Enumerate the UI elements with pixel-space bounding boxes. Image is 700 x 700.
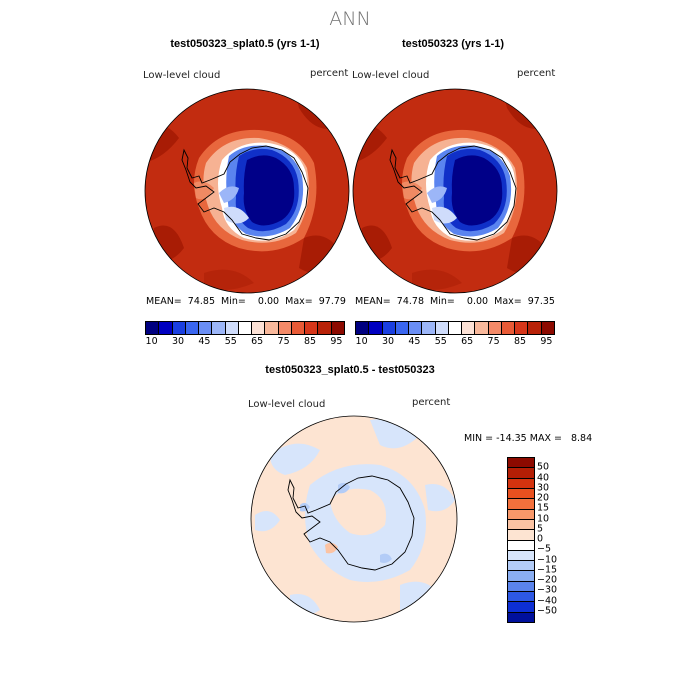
colorbar-swatch bbox=[185, 322, 200, 334]
colorbar-tick-label: 10 bbox=[145, 336, 158, 347]
colorbar-swatch bbox=[265, 322, 279, 334]
colorbar-swatch bbox=[541, 322, 554, 334]
colorbar-swatch bbox=[508, 592, 534, 603]
diff-map bbox=[250, 415, 458, 623]
colorbar-tick-label: 30 bbox=[537, 482, 550, 494]
colorbar-swatch bbox=[488, 322, 502, 334]
colorbar-tick-label: 45 bbox=[408, 336, 421, 347]
panel2-map bbox=[352, 88, 558, 294]
colorbar-swatch bbox=[508, 581, 534, 593]
panel2-variable-label: Low-level cloud bbox=[352, 70, 430, 81]
colorbar-tick-label: 30 bbox=[381, 336, 395, 347]
diff-units-label: percent bbox=[412, 397, 451, 408]
panel1-variable-label: Low-level cloud bbox=[143, 70, 221, 81]
colorbar-swatch bbox=[528, 322, 542, 334]
colorbar-tick-label: 40 bbox=[537, 472, 550, 483]
colorbar-tick-label: 5 bbox=[537, 523, 544, 535]
colorbar-tick-label: −10 bbox=[537, 554, 558, 565]
colorbar-swatch bbox=[508, 478, 534, 489]
panel1-colorbar bbox=[145, 321, 345, 335]
colorbar-swatch bbox=[508, 499, 534, 510]
colorbar-tick-label: 85 bbox=[513, 336, 527, 347]
colorbar-tick-label: −50 bbox=[537, 605, 558, 617]
colorbar-swatch bbox=[331, 322, 344, 334]
colorbar-swatch bbox=[146, 322, 160, 334]
colorbar-tick-label: 20 bbox=[537, 492, 550, 504]
colorbar-swatch bbox=[508, 612, 534, 622]
colorbar-swatch bbox=[501, 322, 516, 334]
colorbar-swatch bbox=[508, 458, 534, 469]
colorbar-swatch bbox=[172, 322, 186, 334]
colorbar-tick-label: 10 bbox=[355, 336, 368, 347]
colorbar-swatch bbox=[252, 322, 266, 334]
colorbar-tick-label: −5 bbox=[537, 543, 552, 555]
diff-minmax: MIN = -14.35 MAX = 8.84 bbox=[464, 433, 593, 444]
season-title: ANN bbox=[329, 8, 371, 30]
diff-variable-label: Low-level cloud bbox=[248, 399, 326, 410]
colorbar-tick-label: 30 bbox=[171, 336, 185, 347]
colorbar-swatch bbox=[508, 519, 534, 531]
colorbar-swatch bbox=[278, 322, 292, 334]
colorbar-swatch bbox=[508, 561, 534, 572]
colorbar-swatch bbox=[382, 322, 396, 334]
colorbar-swatch bbox=[508, 550, 534, 562]
colorbar-swatch bbox=[199, 322, 213, 334]
panel1-units-label: percent bbox=[310, 68, 349, 79]
diff-colorbar bbox=[507, 457, 535, 623]
colorbar-tick-label: 50 bbox=[537, 461, 550, 473]
colorbar-swatch bbox=[508, 602, 534, 613]
colorbar-tick-label: 95 bbox=[330, 336, 343, 347]
colorbar-swatch bbox=[448, 322, 463, 334]
colorbar-swatch bbox=[212, 322, 226, 334]
colorbar-swatch bbox=[159, 322, 173, 334]
colorbar-swatch bbox=[422, 322, 436, 334]
panel2-stats: MEAN= 74.78 Min= 0.00 Max= 97.35 bbox=[355, 296, 555, 307]
colorbar-tick-label: −30 bbox=[537, 584, 558, 596]
colorbar-swatch bbox=[435, 322, 449, 334]
diff-panel-title: test050323_splat0.5 - test050323 bbox=[265, 364, 435, 376]
colorbar-tick-label: −40 bbox=[537, 595, 558, 606]
colorbar-swatch bbox=[462, 322, 476, 334]
colorbar-swatch bbox=[508, 540, 534, 551]
colorbar-tick-label: −15 bbox=[537, 564, 558, 576]
colorbar-tick-label: −20 bbox=[537, 574, 558, 586]
colorbar-tick-label: 15 bbox=[537, 502, 550, 514]
colorbar-swatch bbox=[508, 571, 534, 582]
colorbar-tick-label: 75 bbox=[487, 336, 500, 347]
colorbar-swatch bbox=[238, 322, 253, 334]
colorbar-swatch bbox=[515, 322, 529, 334]
colorbar-tick-label: 65 bbox=[461, 336, 474, 347]
colorbar-tick-label: 55 bbox=[224, 336, 237, 347]
colorbar-swatch bbox=[356, 322, 370, 334]
colorbar-swatch bbox=[225, 322, 239, 334]
panel1-stats: MEAN= 74.85 Min= 0.00 Max= 97.79 bbox=[146, 296, 346, 307]
panel2-title: test050323 (yrs 1-1) bbox=[401, 38, 505, 50]
colorbar-swatch bbox=[291, 322, 306, 334]
colorbar-swatch bbox=[508, 509, 534, 520]
panel1-colorbar-labels: 10 30 45 55 65 75 85 95 bbox=[145, 336, 343, 348]
diff-colorbar-labels: 50 40 30 20 15 10 5 0 −5 −10 −15 −20 −30 −40 −50 bbox=[537, 457, 577, 621]
panel2-colorbar bbox=[355, 321, 555, 335]
panel1-map bbox=[144, 88, 350, 294]
colorbar-swatch bbox=[395, 322, 410, 334]
colorbar-tick-label: 85 bbox=[303, 336, 317, 347]
colorbar-swatch bbox=[305, 322, 319, 334]
colorbar-tick-label: 65 bbox=[251, 336, 264, 347]
colorbar-swatch bbox=[369, 322, 383, 334]
colorbar-tick-label: 45 bbox=[198, 336, 211, 347]
colorbar-tick-label: 0 bbox=[537, 533, 544, 545]
colorbar-swatch bbox=[508, 530, 534, 541]
colorbar-tick-label: 75 bbox=[277, 336, 290, 347]
panel2-units-label: percent bbox=[517, 68, 556, 79]
colorbar-tick-label: 55 bbox=[434, 336, 447, 347]
colorbar-tick-label: 95 bbox=[540, 336, 553, 347]
panel2-colorbar-labels: 10 30 45 55 65 75 85 95 bbox=[355, 336, 553, 348]
colorbar-swatch bbox=[409, 322, 423, 334]
colorbar-swatch bbox=[318, 322, 332, 334]
panel1-title: test050323_splat0.5 (yrs 1-1) bbox=[170, 38, 320, 50]
colorbar-swatch bbox=[475, 322, 489, 334]
colorbar-tick-label: 10 bbox=[537, 513, 550, 524]
colorbar-swatch bbox=[508, 488, 534, 500]
colorbar-swatch bbox=[508, 468, 534, 479]
